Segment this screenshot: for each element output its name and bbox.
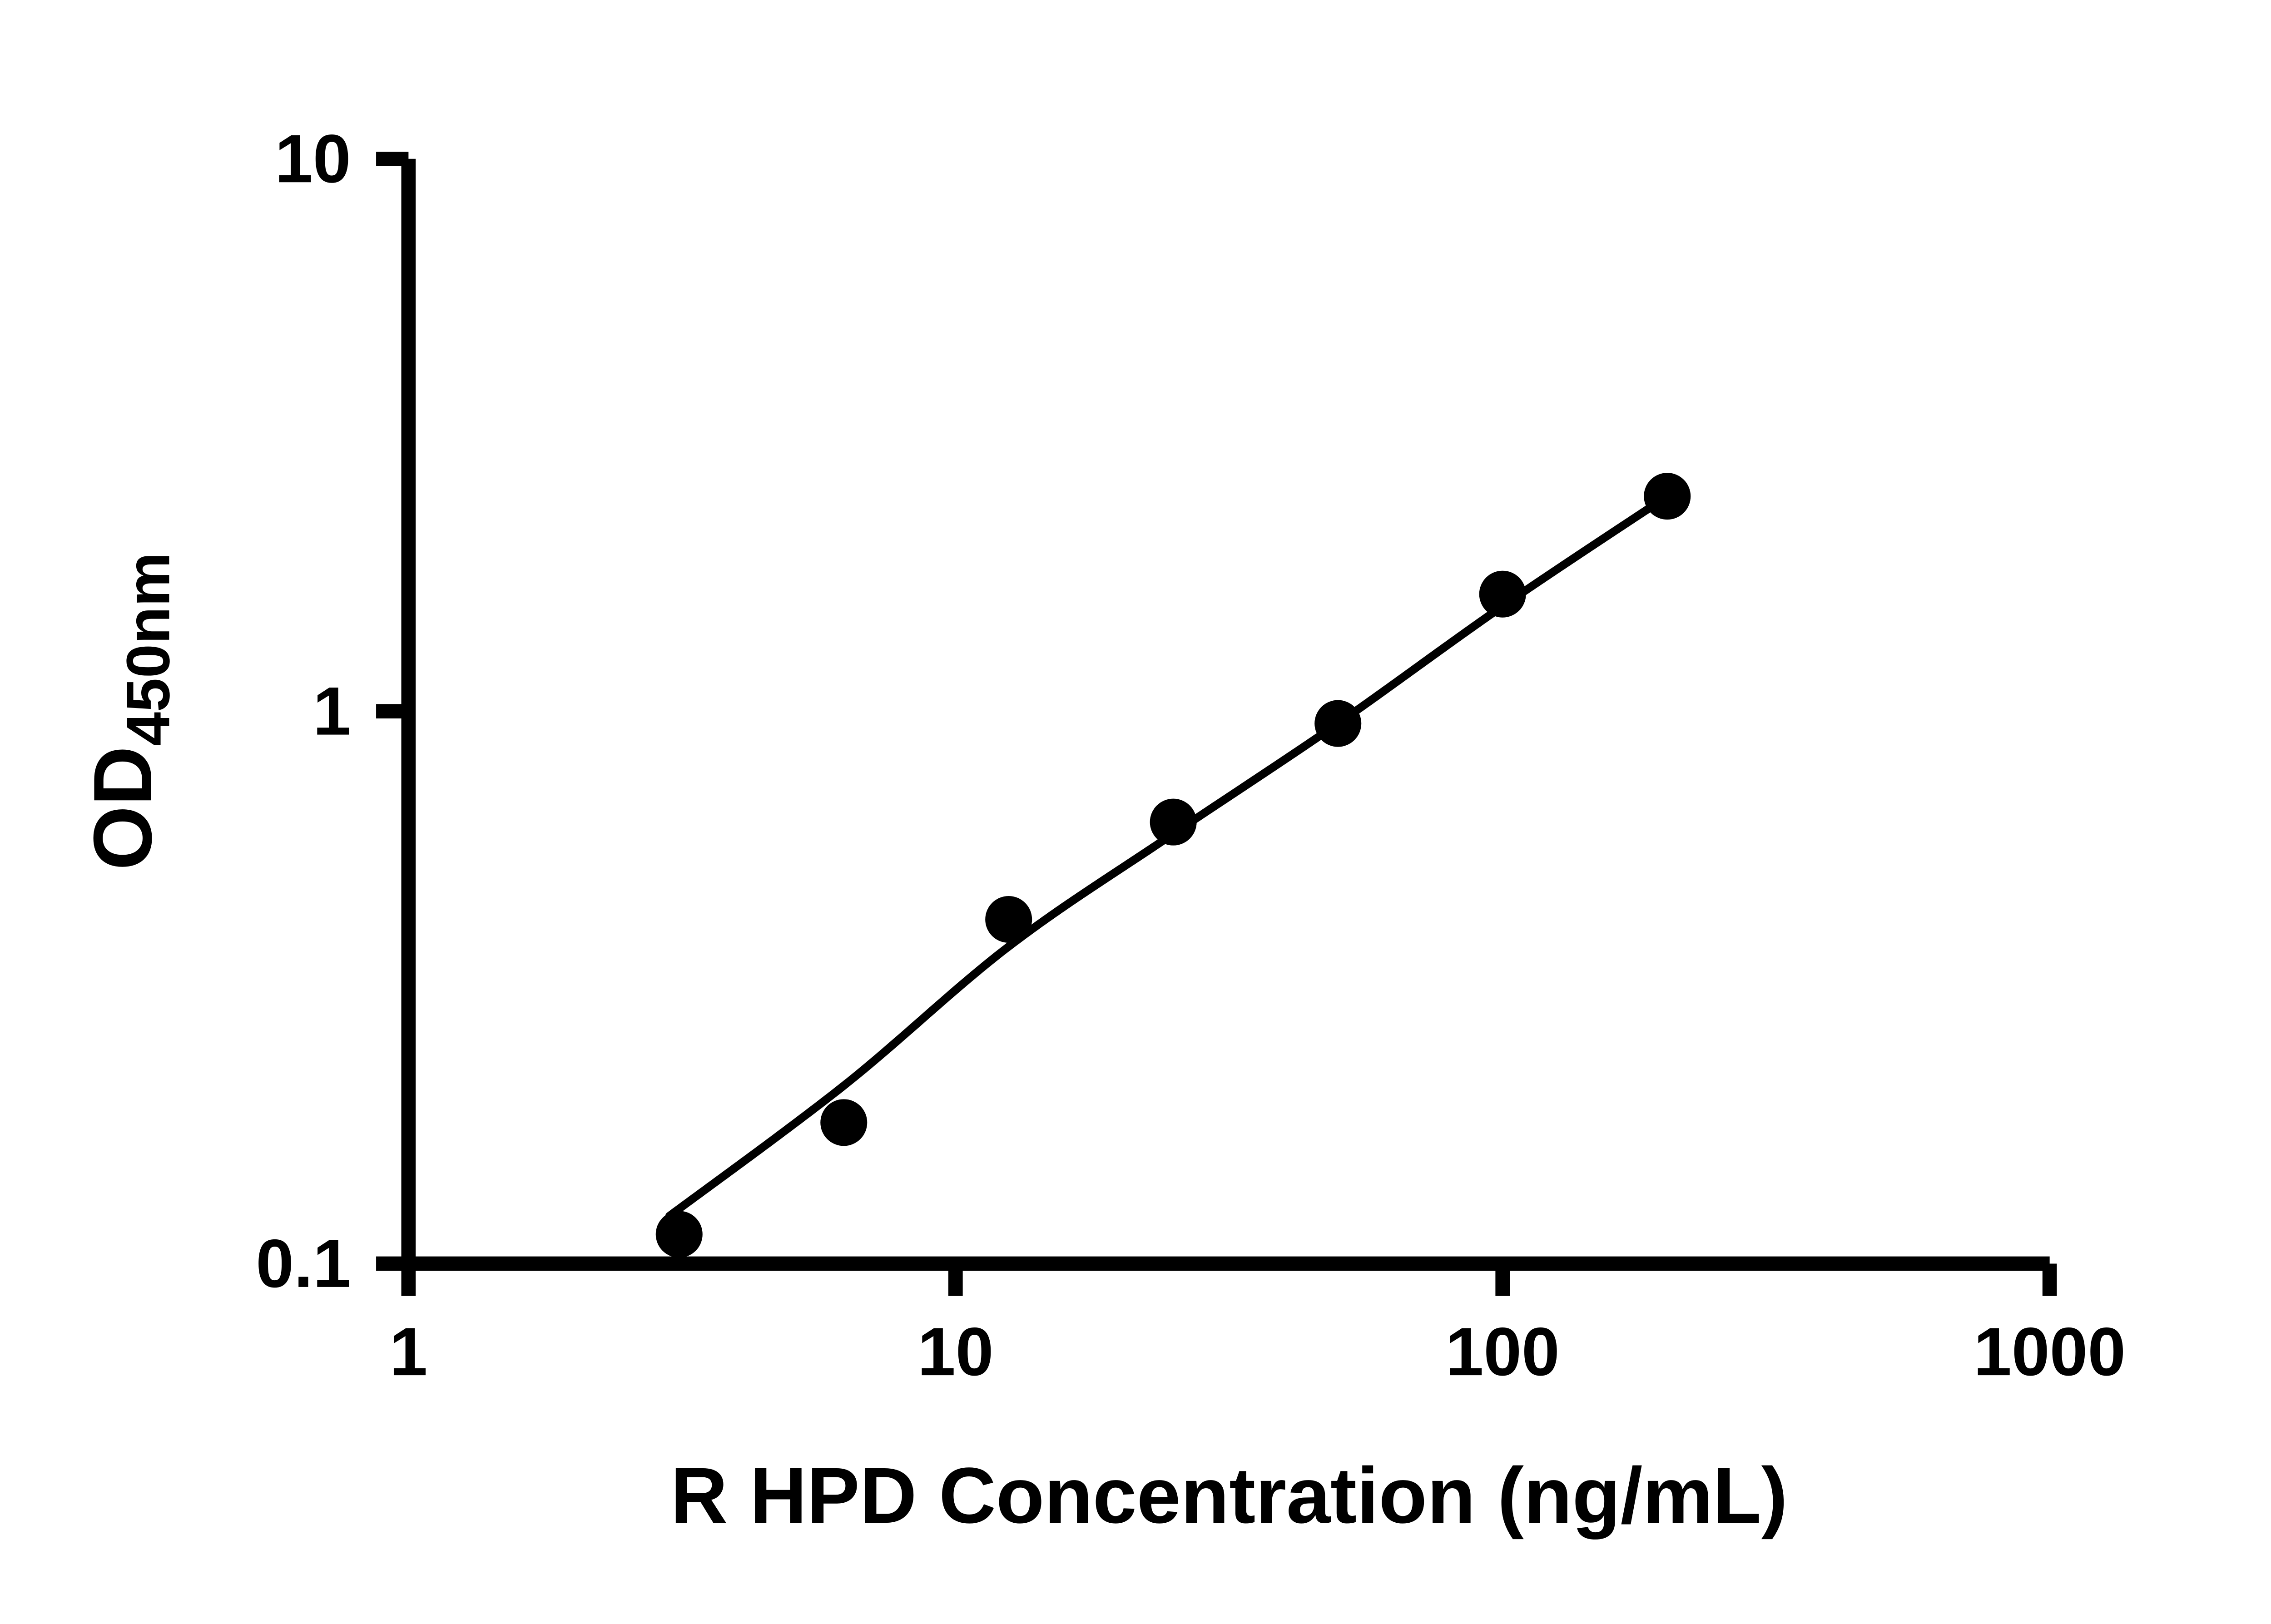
data-point xyxy=(1314,700,1362,747)
y-tick-label: 0.1 xyxy=(256,1225,351,1302)
data-point xyxy=(655,1211,703,1258)
x-tick-label: 100 xyxy=(1446,1313,1560,1390)
tick-labels: 1 10 100 1000 0.1 1 10 xyxy=(256,120,2126,1390)
standard-curve-chart: 1 10 100 1000 0.1 1 10 R HPD Concentration (ng… xyxy=(0,8,2271,1616)
y-axis-title: OD450nm xyxy=(76,552,183,870)
axes xyxy=(401,158,2050,1271)
axis-lines xyxy=(401,158,2050,1271)
data-point xyxy=(1644,473,1691,520)
y-axis-title-main: OD xyxy=(76,746,169,870)
series xyxy=(655,473,1691,1258)
x-tick-label: 1000 xyxy=(1973,1313,2126,1390)
chart-canvas: 1 10 100 1000 0.1 1 10 R HPD Concentration (ng… xyxy=(0,8,2271,1616)
data-point xyxy=(820,1099,868,1146)
data-point xyxy=(985,896,1032,943)
x-tick-label: 1 xyxy=(390,1313,428,1390)
x-tick-label: 10 xyxy=(917,1313,993,1390)
x-axis-title: R HPD Concentration (ng/mL) xyxy=(670,1451,1788,1540)
data-point xyxy=(1150,798,1197,846)
tick-marks xyxy=(376,151,2057,1296)
y-tick-label: 10 xyxy=(275,120,351,197)
y-axis-title-subscript: 450nm xyxy=(114,552,182,746)
y-tick-label: 1 xyxy=(313,673,351,749)
data-point xyxy=(1479,570,1526,618)
